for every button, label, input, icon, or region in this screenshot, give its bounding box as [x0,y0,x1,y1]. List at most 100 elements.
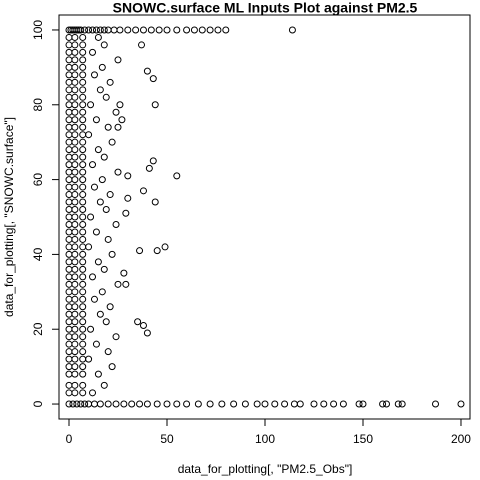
point [71,370,79,378]
point [147,26,155,34]
point [71,258,79,266]
point [79,295,87,303]
point [198,26,206,34]
point [151,101,159,109]
point [173,400,181,408]
point [79,333,87,341]
point [71,176,79,184]
point [71,243,79,251]
point [114,280,122,288]
point [71,235,79,243]
point [79,191,87,199]
point [432,400,440,408]
point [98,63,106,71]
point [71,206,79,214]
point [90,71,98,79]
point [79,41,87,49]
point [79,168,87,176]
point [98,176,106,184]
point [71,220,79,228]
point [112,220,120,228]
point [79,258,87,266]
point [81,26,89,34]
point [134,318,142,326]
point [183,400,191,408]
point [89,161,97,169]
point [383,400,391,408]
point [114,168,122,176]
point [124,26,132,34]
point [79,389,87,397]
point [79,123,87,131]
point [71,168,79,176]
point [71,131,79,139]
point [77,26,85,34]
point [102,206,110,214]
y-tick-label: 0 [31,400,45,407]
point [136,247,144,255]
point [71,273,79,281]
point [71,191,79,199]
point [149,75,157,83]
point [296,400,304,408]
point [79,250,87,258]
point [114,123,122,131]
point [81,400,89,408]
point [359,400,367,408]
point [145,164,153,172]
point [94,370,102,378]
point [79,161,87,169]
point [143,67,151,75]
point [139,26,147,34]
point [71,153,79,161]
point [253,400,261,408]
point [79,56,87,64]
point [100,26,108,34]
point [71,183,79,191]
point [112,108,120,116]
y-tick-label: 20 [31,322,45,336]
x-tick-label: 150 [353,432,373,446]
point [79,198,87,206]
point [173,26,181,34]
point [116,26,124,34]
point [120,400,128,408]
point [153,247,161,255]
point [79,220,87,228]
point [92,26,100,34]
point [73,400,81,408]
point [89,273,97,281]
point [71,123,79,131]
point [79,101,87,109]
point [79,93,87,101]
point [71,363,79,371]
point [69,400,77,408]
point [77,400,85,408]
point [79,48,87,56]
point [71,48,79,56]
point [94,146,102,154]
point [79,213,87,221]
point [190,26,198,34]
point [90,183,98,191]
point [92,228,100,236]
point [79,206,87,214]
point [71,381,79,389]
point [151,198,159,206]
point [79,310,87,318]
point [71,333,79,341]
point [71,146,79,154]
point [214,26,222,34]
point [71,198,79,206]
point [71,213,79,221]
x-tick-label: 200 [451,432,471,446]
point [85,26,93,34]
point [89,26,97,34]
point [457,400,465,408]
point [96,198,104,206]
point [241,400,249,408]
point [71,93,79,101]
point [138,41,146,49]
point [79,325,87,333]
